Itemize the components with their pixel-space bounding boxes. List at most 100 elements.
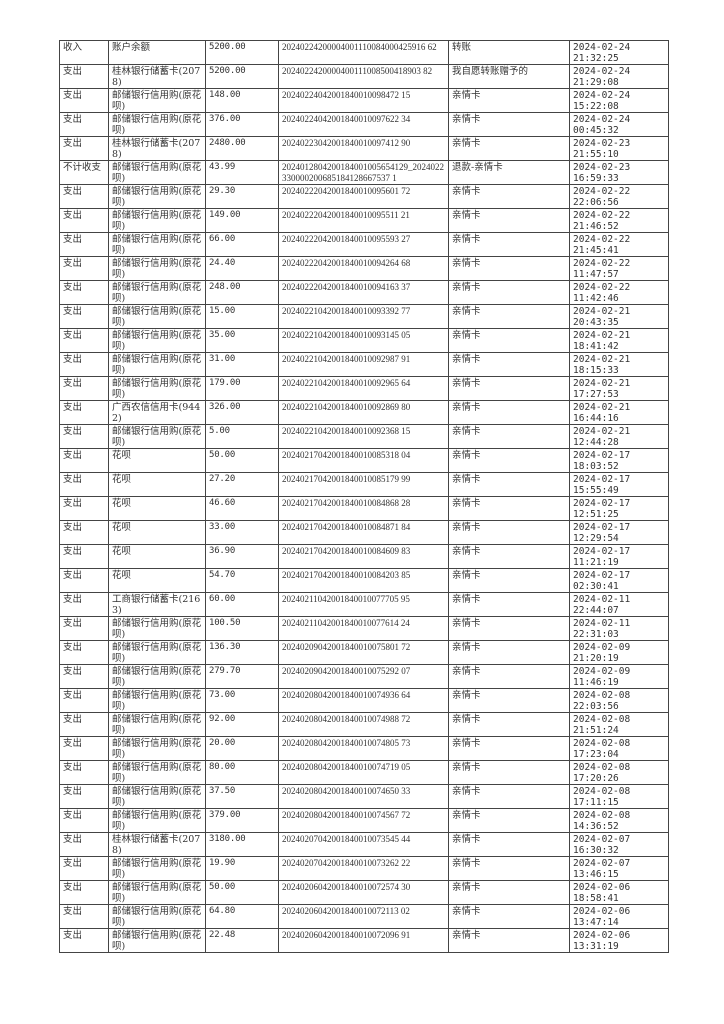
amount: 36.90 [205, 544, 279, 569]
transaction-time-cell: 2024-02-24 00:45:32 [569, 112, 669, 137]
transaction-time-cell: 2024-02-17 11:21:19 [569, 544, 669, 569]
table-row: 支出 花呗 46.60 20240217042001840010084868 28 亲情… [59, 496, 669, 521]
payment-account: 桂林银行储蓄卡(2078) [108, 64, 206, 89]
remark: 亲情卡 [448, 688, 570, 713]
table-row: 支出 邮储银行信用购(原花呗) 37.50 202402080420018400100… [59, 784, 669, 809]
remark: 亲情卡 [448, 496, 570, 521]
transaction-time: 16:30:32 [573, 845, 619, 856]
amount: 5.00 [205, 424, 279, 449]
order-number: 20240206042001840010072574 30 [278, 880, 449, 905]
transaction-date: 2024-02-21 [573, 306, 631, 317]
transaction-type: 支出 [59, 64, 109, 89]
transaction-time: 21:45:41 [573, 245, 619, 256]
table-row: 支出 桂林银行储蓄卡(2078) 3180.00 202402070420018400… [59, 832, 669, 857]
order-number: 20240217042001840010084871 84 [278, 520, 449, 545]
transaction-date: 2024-02-23 [573, 162, 631, 173]
order-number: 20240221042001840010093145 05 [278, 328, 449, 353]
transaction-time: 21:29:08 [573, 77, 619, 88]
transaction-time: 15:22:08 [573, 101, 619, 112]
remark: 亲情卡 [448, 352, 570, 377]
transaction-date: 2024-02-22 [573, 234, 631, 245]
transaction-type: 支出 [59, 424, 109, 449]
transaction-time: 22:44:07 [573, 605, 619, 616]
transaction-time: 17:23:04 [573, 749, 619, 760]
transaction-type: 支出 [59, 592, 109, 617]
table-row: 收入 账户余额 5200.00 202402242000040011100840004… [59, 40, 669, 65]
table-row: 支出 邮储银行信用购(原花呗) 5.00 2024022104200184001009… [59, 424, 669, 449]
remark: 亲情卡 [448, 664, 570, 689]
amount: 22.48 [205, 928, 279, 953]
order-number: 20240208042001840010074988 72 [278, 712, 449, 737]
transaction-date: 2024-02-08 [573, 786, 631, 797]
amount: 248.00 [205, 280, 279, 305]
transaction-date: 2024-02-17 [573, 450, 631, 461]
amount: 35.00 [205, 328, 279, 353]
transaction-time-cell: 2024-02-07 16:30:32 [569, 832, 669, 857]
payment-account: 邮储银行信用购(原花呗) [108, 304, 206, 329]
transaction-type: 支出 [59, 208, 109, 233]
table-row: 支出 工商银行储蓄卡(2163) 60.00 20240211042001840010… [59, 592, 669, 617]
remark: 亲情卡 [448, 112, 570, 137]
transaction-date: 2024-02-08 [573, 714, 631, 725]
payment-account: 邮储银行信用购(原花呗) [108, 280, 206, 305]
transaction-time-cell: 2024-02-21 17:27:53 [569, 376, 669, 401]
table-row: 支出 邮储银行信用购(原花呗) 279.70 20240209042001840010… [59, 664, 669, 689]
transaction-time: 15:55:49 [573, 485, 619, 496]
transaction-time: 18:15:33 [573, 365, 619, 376]
transaction-date: 2024-02-07 [573, 858, 631, 869]
amount: 37.50 [205, 784, 279, 809]
table-row: 支出 邮储银行信用购(原花呗) 80.00 202402080420018400100… [59, 760, 669, 785]
transaction-date: 2024-02-08 [573, 762, 631, 773]
transaction-type: 支出 [59, 400, 109, 425]
table-row: 支出 花呗 36.90 20240217042001840010084609 83 亲情… [59, 544, 669, 569]
payment-account: 花呗 [108, 520, 206, 545]
order-number: 20240217042001840010084203 85 [278, 568, 449, 593]
table-row: 支出 邮储银行信用购(原花呗) 179.00 20240221042001840010… [59, 376, 669, 401]
transaction-time: 17:11:15 [573, 797, 619, 808]
order-number: 20240224042001840010098472 15 [278, 88, 449, 113]
payment-account: 邮储银行信用购(原花呗) [108, 640, 206, 665]
transaction-date: 2024-02-21 [573, 402, 631, 413]
transaction-time: 18:41:42 [573, 341, 619, 352]
order-number: 20240209042001840010075292 07 [278, 664, 449, 689]
table-row: 支出 邮储银行信用购(原花呗) 92.00 202402080420018400100… [59, 712, 669, 737]
table-row: 支出 邮储银行信用购(原花呗) 66.00 202402220420018400100… [59, 232, 669, 257]
transaction-date: 2024-02-08 [573, 690, 631, 701]
amount: 149.00 [205, 208, 279, 233]
payment-account: 邮储银行信用购(原花呗) [108, 208, 206, 233]
remark: 亲情卡 [448, 400, 570, 425]
order-number: 20240206042001840010072096 91 [278, 928, 449, 953]
order-number: 20240222042001840010094163 37 [278, 280, 449, 305]
remark: 亲情卡 [448, 784, 570, 809]
transaction-date: 2024-02-06 [573, 930, 631, 941]
order-number: 20240221042001840010092869 80 [278, 400, 449, 425]
remark: 亲情卡 [448, 520, 570, 545]
transaction-type: 支出 [59, 352, 109, 377]
transaction-date: 2024-02-21 [573, 330, 631, 341]
transaction-date: 2024-02-17 [573, 546, 631, 557]
payment-account: 邮储银行信用购(原花呗) [108, 256, 206, 281]
order-number: 20240217042001840010085179 99 [278, 472, 449, 497]
amount: 43.99 [205, 160, 279, 185]
transaction-time-cell: 2024-02-21 12:44:28 [569, 424, 669, 449]
remark: 亲情卡 [448, 88, 570, 113]
transaction-type: 支出 [59, 280, 109, 305]
transaction-time-cell: 2024-02-17 12:51:25 [569, 496, 669, 521]
payment-account: 桂林银行储蓄卡(2078) [108, 832, 206, 857]
transaction-time-cell: 2024-02-08 21:51:24 [569, 712, 669, 737]
transaction-time-cell: 2024-02-08 22:03:56 [569, 688, 669, 713]
transaction-time-cell: 2024-02-21 20:43:35 [569, 304, 669, 329]
table-row: 支出 邮储银行信用购(原花呗) 149.00 20240222042001840010… [59, 208, 669, 233]
amount: 31.00 [205, 352, 279, 377]
amount: 5200.00 [205, 40, 279, 65]
transaction-time: 14:36:52 [573, 821, 619, 832]
transaction-time-cell: 2024-02-22 22:06:56 [569, 184, 669, 209]
order-number: 2024012804200184001005654129_20240223300… [278, 160, 449, 185]
payment-account: 邮储银行信用购(原花呗) [108, 880, 206, 905]
amount: 64.80 [205, 904, 279, 929]
remark: 亲情卡 [448, 568, 570, 593]
transaction-time: 12:29:54 [573, 533, 619, 544]
payment-account: 桂林银行储蓄卡(2078) [108, 136, 206, 161]
transaction-type: 支出 [59, 520, 109, 545]
table-row: 支出 邮储银行信用购(原花呗) 20.00 202402080420018400100… [59, 736, 669, 761]
